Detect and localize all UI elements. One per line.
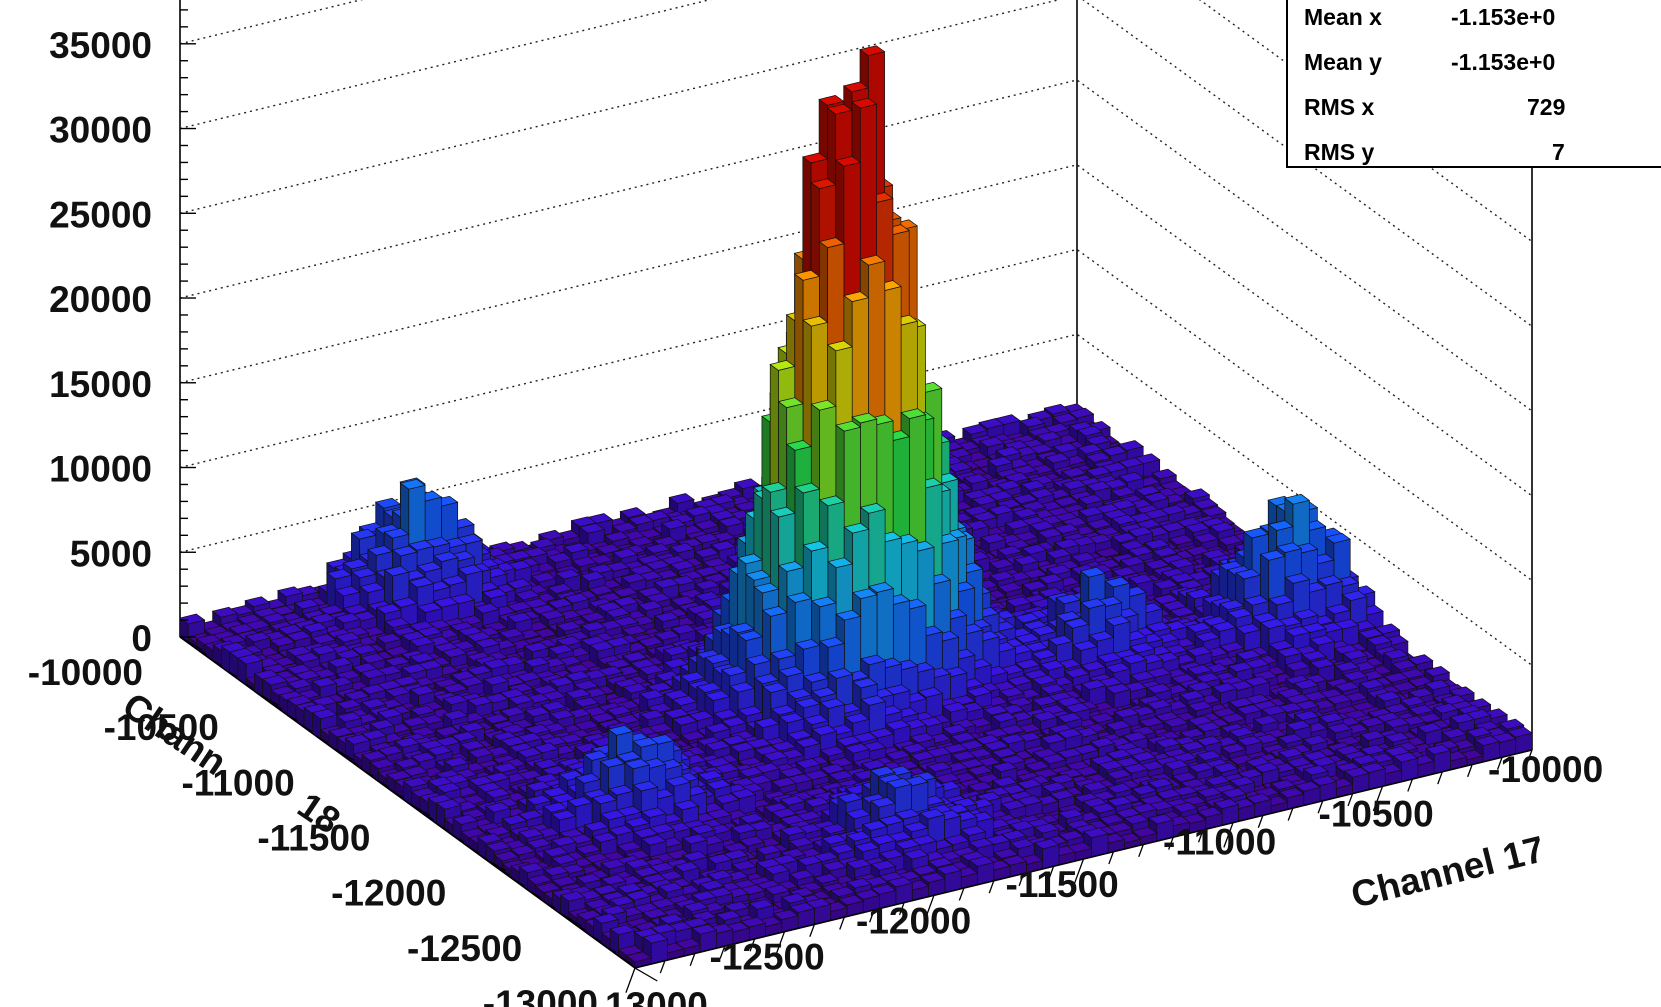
stats-label: Mean x: [1304, 4, 1382, 30]
x-minor-tick: [839, 916, 845, 930]
z-tick-label: 35000: [49, 25, 152, 66]
x-minor-tick: [988, 880, 995, 894]
grid-line: [179, 0, 1533, 243]
x-minor-tick: [659, 960, 666, 974]
x-minor-tick: [809, 924, 816, 937]
x-tick-label: -12500: [710, 937, 825, 978]
y-tick-label: -10000: [28, 652, 143, 693]
x-minor-tick: [1287, 807, 1294, 821]
stats-value: -1.153e+0: [1451, 49, 1556, 75]
x-tick-label: -10500: [1319, 793, 1434, 834]
z-tick-label: 15000: [49, 364, 152, 405]
x-tick-label: -12000: [856, 900, 971, 941]
stats-value: 7: [1552, 139, 1565, 165]
grid-line: [179, 164, 1533, 497]
y-major-tick: [634, 967, 658, 982]
x-minor-tick: [958, 887, 965, 901]
grid-lines: [179, 0, 1533, 666]
stats-row: Mean y -1.153e+0: [1288, 49, 1661, 89]
y-tick-label: -13000: [483, 983, 598, 1007]
x-tick-label: -11000: [1163, 822, 1276, 863]
grid-line: [179, 0, 1533, 327]
stats-value: -1.153e+0: [1451, 4, 1556, 30]
grid-line: [179, 333, 1533, 666]
z-tick-label: 20000: [49, 279, 152, 320]
z-tick-label: 5000: [70, 533, 152, 574]
x-minor-tick: [689, 953, 696, 967]
z-tick-label: 25000: [49, 194, 152, 235]
stats-label: RMS x: [1304, 94, 1375, 120]
stats-label: Mean y: [1304, 49, 1382, 75]
x-axis-title: Channel 17: [1347, 828, 1548, 916]
x-minor-tick: [1407, 778, 1414, 792]
y-tick-label: -12500: [407, 928, 522, 969]
stats-value: 729: [1527, 94, 1566, 120]
x-tick-label: -10000: [1488, 749, 1603, 790]
y-tick-label: -12000: [331, 873, 446, 914]
stats-label: RMS y: [1304, 139, 1375, 165]
x-minor-tick: [1467, 764, 1473, 778]
z-tick-label: 30000: [49, 110, 152, 151]
stats-row: Mean x -1.153e+0: [1288, 4, 1661, 44]
stats-row: RMS x 729: [1288, 94, 1661, 134]
lego-bars: [179, 45, 1533, 969]
z-tick-label: 10000: [49, 449, 152, 490]
x-minor-tick: [1437, 771, 1443, 785]
grid-line: [179, 79, 1533, 412]
x-minor-tick: [1108, 851, 1115, 865]
grid-line: [179, 248, 1533, 582]
stats-box: Mean x -1.153e+0 Mean y -1.153e+0 RMS x 729 RM…: [1286, 0, 1661, 168]
x-minor-tick: [1138, 844, 1144, 858]
stats-row: RMS y 7: [1288, 139, 1661, 179]
x-tick-label: -11500: [1006, 864, 1119, 905]
x-tick-label: 13000: [605, 985, 708, 1007]
